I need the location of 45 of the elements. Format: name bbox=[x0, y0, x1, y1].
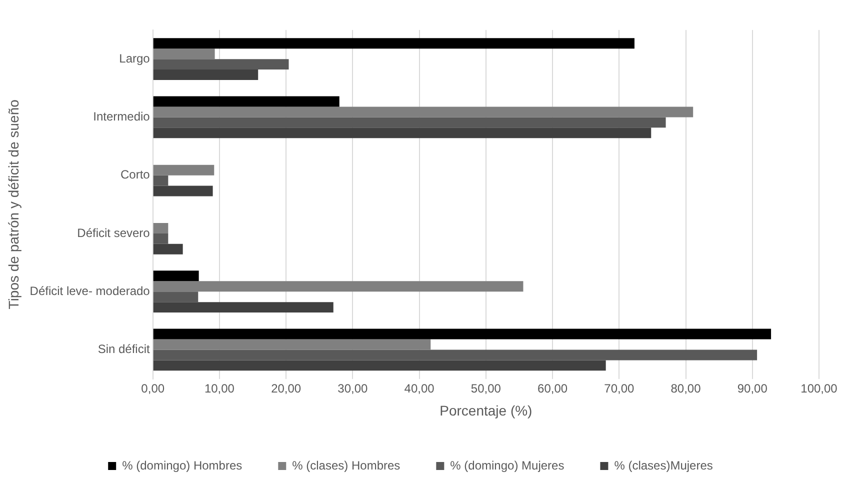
x-tick-label: 10,00 bbox=[204, 381, 235, 396]
bar bbox=[153, 59, 289, 70]
bar bbox=[153, 292, 198, 302]
legend-label: % (domingo) Mujeres bbox=[450, 458, 564, 472]
legend-label: % (clases) Hombres bbox=[292, 458, 400, 472]
x-tick-label: 90,00 bbox=[737, 381, 768, 396]
x-tick-label: 40,00 bbox=[404, 381, 435, 396]
y-tick-label: Déficit leve- moderado bbox=[30, 284, 150, 298]
bar bbox=[153, 164, 214, 176]
bar bbox=[153, 70, 258, 80]
legend-label: % (clases)Mujeres bbox=[614, 458, 713, 472]
x-tick-label: 100,00 bbox=[800, 381, 838, 396]
bar bbox=[153, 339, 431, 350]
legend-label: % (domingo) Hombres bbox=[122, 458, 242, 472]
y-tick-label: Intermedio bbox=[93, 110, 150, 124]
x-tick-label: 60,00 bbox=[538, 381, 568, 396]
bar bbox=[153, 350, 758, 360]
y-tick-label: Largo bbox=[119, 51, 150, 66]
bar bbox=[153, 244, 183, 254]
bar bbox=[153, 38, 634, 49]
x-tick-label: 80,00 bbox=[670, 381, 702, 396]
y-axis-title: Tipos de patrón y déficit de sueño bbox=[5, 99, 22, 310]
y-tick-label: Corto bbox=[120, 168, 150, 182]
x-axis-title: Porcentaje (%) bbox=[440, 402, 532, 418]
bar bbox=[153, 233, 168, 244]
bar bbox=[153, 106, 694, 118]
x-tick-label: 50,00 bbox=[470, 381, 502, 396]
bar bbox=[153, 328, 772, 340]
x-tick-label: 0,00 bbox=[141, 381, 165, 396]
bar bbox=[153, 96, 340, 107]
x-tick-label: 70,00 bbox=[604, 381, 634, 396]
bar bbox=[153, 128, 652, 138]
bar bbox=[153, 117, 666, 128]
bar bbox=[153, 270, 199, 282]
bar bbox=[153, 281, 524, 292]
y-tick-label: Déficit severo bbox=[77, 226, 150, 240]
bar bbox=[153, 175, 168, 186]
x-tick-label: 30,00 bbox=[338, 381, 368, 396]
bar bbox=[153, 186, 213, 196]
bar bbox=[153, 360, 606, 371]
bar bbox=[153, 302, 334, 313]
bar bbox=[153, 223, 168, 234]
y-tick-label: Sin déficit bbox=[98, 342, 151, 356]
bar bbox=[153, 48, 215, 60]
x-tick-label: 20,00 bbox=[271, 381, 302, 396]
